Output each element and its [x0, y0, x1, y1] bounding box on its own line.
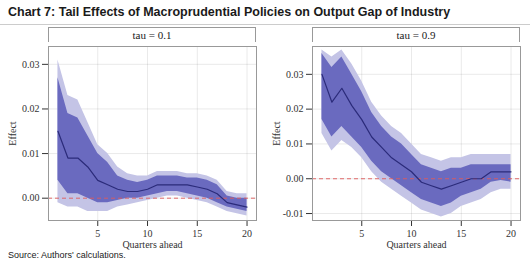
- svg-text:0.03: 0.03: [22, 59, 40, 70]
- svg-text:0.01: 0.01: [286, 138, 304, 149]
- svg-text:20: 20: [506, 228, 516, 239]
- svg-text:0.00: 0.00: [286, 173, 304, 184]
- svg-text:Quarters ahead: Quarters ahead: [122, 239, 182, 250]
- svg-text:0.02: 0.02: [22, 103, 40, 114]
- html-text:tau = 0.1: tau = 0.1: [132, 29, 172, 41]
- svg-text:0.00: 0.00: [22, 192, 40, 203]
- svg-text:Quarters ahead: Quarters ahead: [386, 239, 446, 250]
- svg-text:10: 10: [143, 228, 153, 239]
- svg-text:5: 5: [95, 228, 100, 239]
- svg-text:-0.01: -0.01: [283, 208, 304, 219]
- svg-text:15: 15: [192, 228, 202, 239]
- html-text:tau = 0.9: tau = 0.9: [396, 29, 436, 41]
- svg-text:Effect: Effect: [7, 121, 18, 145]
- svg-text:0.01: 0.01: [22, 148, 40, 159]
- svg-text:10: 10: [407, 228, 417, 239]
- svg-text:Effect: Effect: [271, 121, 282, 145]
- svg-text:15: 15: [456, 228, 466, 239]
- html-text:Source: Authors' calculations.: Source: Authors' calculations.: [8, 250, 126, 260]
- svg-text:0.03: 0.03: [286, 69, 304, 80]
- html-text:Chart 7: Tail Effects of Macro: Chart 7: Tail Effects of Macroprudential…: [8, 5, 451, 19]
- svg-text:20: 20: [242, 228, 252, 239]
- svg-text:5: 5: [359, 228, 364, 239]
- svg-text:0.02: 0.02: [286, 103, 304, 114]
